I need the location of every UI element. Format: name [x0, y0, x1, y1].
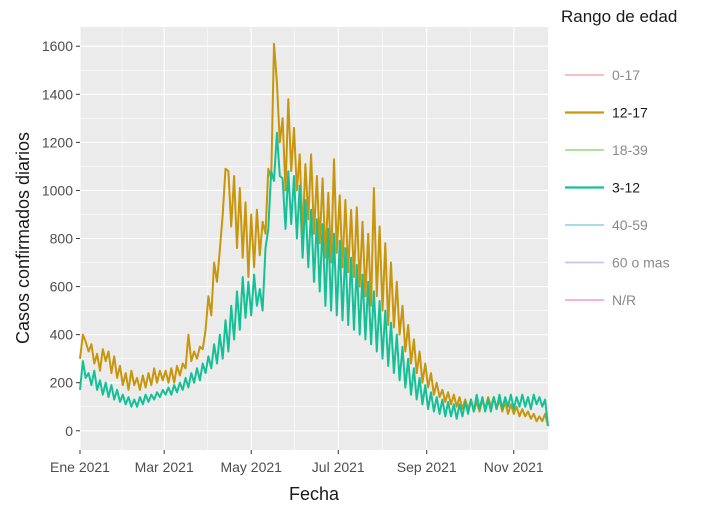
legend-item[interactable]: 3-12 — [565, 180, 640, 196]
y-axis: 0 200 400 600 800 1000 1200 1400 1600 — [42, 38, 80, 439]
x-tick-label: Nov 2021 — [484, 459, 544, 475]
legend-label: 40-59 — [612, 217, 648, 233]
x-tick-label: Mar 2021 — [135, 459, 194, 475]
y-tick-label: 1600 — [42, 38, 73, 54]
legend-item[interactable]: 40-59 — [565, 217, 648, 233]
legend-item[interactable]: 18-39 — [565, 142, 648, 158]
legend: 0-17 12-17 18-39 3-12 40-59 60 o mas N/R — [565, 67, 670, 308]
legend-item[interactable]: 12-17 — [565, 105, 648, 121]
legend-label: 12-17 — [612, 105, 648, 121]
legend-label: 18-39 — [612, 142, 648, 158]
legend-label: 60 o mas — [612, 255, 670, 271]
x-tick-label: Sep 2021 — [397, 459, 457, 475]
series-lines — [79, 42, 549, 427]
y-tick-label: 1400 — [42, 86, 73, 102]
y-tick-label: 400 — [50, 327, 74, 343]
legend-item[interactable]: N/R — [565, 292, 636, 308]
y-tick-label: 600 — [50, 279, 74, 295]
x-axis-title: Fecha — [289, 484, 340, 504]
x-tick-label: Jul 2021 — [312, 459, 365, 475]
major-gridlines — [79, 27, 548, 450]
y-tick-label: 800 — [50, 231, 74, 247]
y-axis-title: Casos confirmados diarios — [13, 132, 33, 344]
y-tick-label: 0 — [65, 423, 73, 439]
y-tick-label: 200 — [50, 375, 74, 391]
legend-item[interactable]: 60 o mas — [565, 255, 670, 271]
y-tick-label: 1000 — [42, 182, 73, 198]
x-axis: Ene 2021 Mar 2021 May 2021 Jul 2021 Sep 2021… — [50, 450, 544, 475]
y-tick-label: 1200 — [42, 134, 73, 150]
legend-label: 0-17 — [612, 67, 640, 83]
series-line-3-12 — [79, 131, 549, 427]
legend-title: Rango de edad — [561, 7, 677, 26]
legend-label: N/R — [612, 292, 636, 308]
x-tick-label: May 2021 — [220, 459, 282, 475]
x-tick-label: Ene 2021 — [50, 459, 110, 475]
legend-label: 3-12 — [612, 180, 640, 196]
legend-item[interactable]: 0-17 — [565, 67, 640, 83]
